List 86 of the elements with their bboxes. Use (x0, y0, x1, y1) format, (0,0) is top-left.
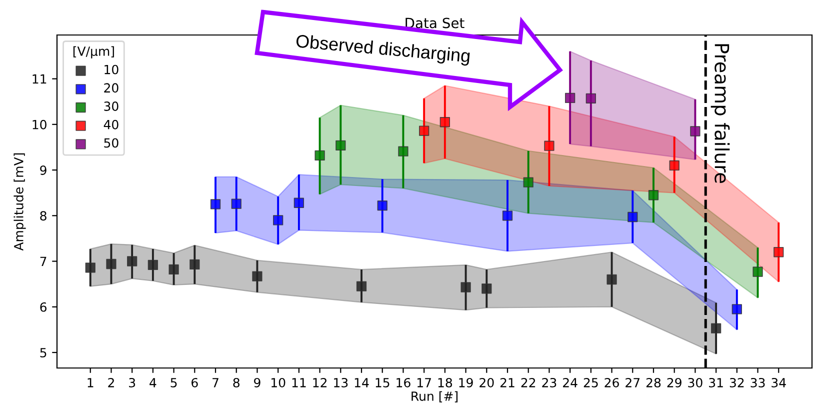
x-tick-label: 27 (626, 378, 640, 388)
x-tick-label: 33 (750, 378, 765, 388)
point (586, 93, 596, 104)
x-tick-label: 20 (480, 378, 494, 388)
point (440, 117, 450, 128)
y-tick-label: 8 (40, 211, 46, 221)
y-tick-label: 7 (40, 256, 46, 266)
legend-label: 10 (104, 64, 118, 74)
point (544, 140, 554, 151)
x-tick-label: 3 (129, 378, 136, 388)
x-tick-label: 24 (563, 378, 578, 388)
chart-title: Data Set (406, 18, 464, 28)
x-tick-label: 5 (170, 378, 177, 388)
x-tick-label: 15 (376, 378, 390, 388)
y-tick-label: 10 (32, 120, 46, 130)
x-tick-label: 8 (233, 378, 240, 388)
x-tick-label: 13 (334, 378, 348, 388)
x-tick-label: 25 (584, 378, 598, 388)
ref-line-label: Preamp failure (710, 44, 730, 183)
legend-label: 40 (104, 120, 118, 130)
x-tick-label: 1 (88, 378, 94, 388)
point (314, 150, 325, 161)
x-tick-label: 22 (521, 378, 536, 388)
point (168, 264, 179, 275)
x-tick-label: 11 (292, 378, 306, 388)
x-tick-label: 29 (667, 378, 682, 388)
legend-label: 50 (104, 138, 118, 148)
point (564, 92, 576, 104)
point (294, 198, 304, 208)
x-tick-label: 17 (417, 378, 431, 388)
point (732, 304, 742, 314)
point (418, 126, 430, 136)
point (127, 256, 138, 266)
y-tick-label: 11 (32, 74, 46, 84)
point (628, 212, 638, 222)
point (774, 247, 784, 258)
legend-label: 20 (104, 83, 118, 93)
x-tick-label: 31 (709, 378, 723, 388)
point (523, 177, 534, 188)
annotation: Observed discharging (296, 34, 470, 66)
point (210, 199, 221, 210)
x-tick-label: 30 (688, 378, 702, 388)
x-tick-label: 14 (354, 378, 369, 388)
x-tick-label: 4 (150, 378, 156, 388)
point (502, 210, 513, 221)
point (356, 281, 367, 292)
x-tick-label: 23 (542, 378, 556, 388)
x-axis-title: Run [#] (412, 391, 458, 402)
x-tick-label: 6 (192, 378, 198, 388)
x-tick-label: 34 (772, 378, 786, 388)
legend-title: [V/μm] (73, 46, 114, 58)
x-tick-label: 7 (212, 378, 218, 388)
x-tick-label: 28 (646, 378, 661, 388)
x-tick-label: 2 (108, 378, 114, 388)
point (482, 284, 492, 294)
point (752, 266, 763, 277)
point (252, 271, 262, 282)
point (377, 200, 388, 211)
point (231, 198, 242, 209)
x-tick-label: 26 (604, 378, 619, 388)
point (669, 160, 680, 171)
x-tick-label: 16 (396, 378, 410, 388)
x-tick-label: 18 (438, 378, 452, 388)
x-tick-label: 10 (271, 378, 286, 388)
point (648, 190, 659, 200)
point (460, 282, 471, 292)
point (710, 323, 722, 334)
point (106, 258, 116, 270)
x-tick-label: 9 (254, 378, 260, 388)
legend-label: 30 (104, 102, 118, 111)
x-tick-label: 12 (313, 378, 326, 388)
point (85, 262, 96, 273)
y-tick-label: 6 (40, 302, 46, 312)
y-tick-label: 9 (40, 165, 46, 175)
point (273, 215, 284, 226)
x-tick-label: 32 (730, 378, 744, 388)
x-tick-label: 21 (500, 378, 514, 388)
y-axis-title: Amplitude [mV] (14, 153, 26, 251)
point (606, 274, 617, 285)
point (336, 140, 346, 150)
point (190, 259, 200, 270)
point (690, 126, 700, 136)
x-tick-label: 19 (459, 378, 473, 388)
point (148, 260, 158, 270)
y-tick-label: 5 (40, 348, 46, 358)
point (398, 146, 408, 156)
